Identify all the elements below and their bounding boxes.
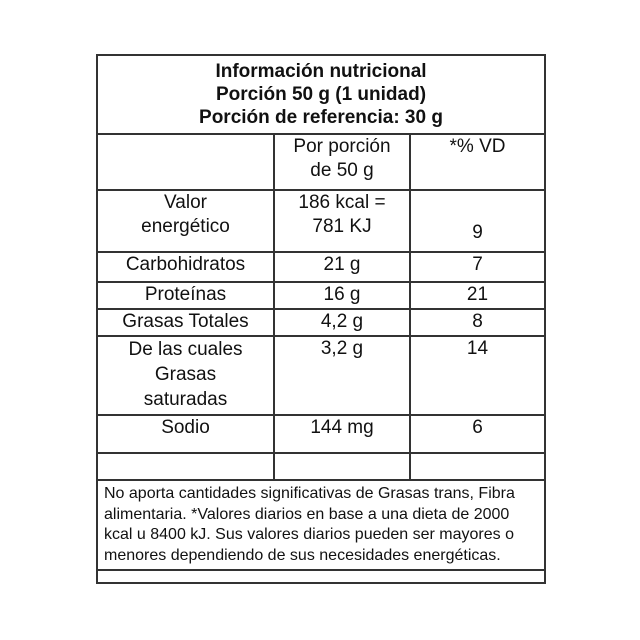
label-header: Información nutricional Porción 50 g (1 …	[98, 56, 544, 135]
empty-cell	[98, 452, 275, 481]
table-row: Valor energético 186 kcal = 781 KJ 9	[98, 189, 544, 253]
nutrient-dv: 14	[409, 335, 544, 416]
nutrient-dv: 21	[409, 281, 544, 310]
nutrient-name-line: saturadas	[143, 389, 228, 410]
nutrient-name: De las cuales Grasas saturadas	[98, 335, 275, 416]
nutrient-dv: 7	[409, 251, 544, 283]
nutrient-name-line: Grasas	[154, 364, 217, 385]
nutrition-table: Por porción de 50 g *% VD Valor energético…	[98, 135, 544, 571]
empty-cell	[409, 452, 544, 481]
nutrient-name-line: Valor	[164, 192, 207, 213]
empty-header-cell	[98, 135, 275, 191]
per-serving-header: Por porción de 50 g	[273, 135, 411, 191]
nutrient-name: Carbohidratos	[98, 251, 275, 283]
nutrient-amount: 144 mg	[273, 414, 411, 454]
nutrient-dv: 6	[409, 414, 544, 454]
nutrient-name: Proteínas	[98, 281, 275, 310]
nutrient-name-line: De las cuales	[128, 339, 243, 360]
table-row: Proteínas 16 g 21	[98, 281, 544, 310]
label-title: Información nutricional	[215, 61, 427, 82]
per-serving-header-line2: de 50 g	[310, 160, 374, 181]
nutrient-name-line: energético	[141, 216, 230, 237]
nutrient-dv: 9	[409, 189, 544, 253]
nutrient-amount: 186 kcal = 781 KJ	[273, 189, 411, 253]
empty-cell	[273, 452, 411, 481]
footnote: No aporta cantidades significativas de G…	[98, 479, 544, 571]
table-row: Carbohidratos 21 g 7	[98, 251, 544, 283]
serving-size: Porción 50 g (1 unidad)	[215, 84, 427, 105]
empty-row	[98, 452, 544, 481]
per-serving-header-line1: Por porción	[293, 136, 391, 157]
nutrient-name: Sodio	[98, 414, 275, 454]
table-row: Grasas Totales 4,2 g 8	[98, 308, 544, 337]
footer-row: No aporta cantidades significativas de G…	[98, 479, 544, 571]
table-row: De las cuales Grasas saturadas 3,2 g 14	[98, 335, 544, 416]
nutrient-amount: 16 g	[273, 281, 411, 310]
table-row: Sodio 144 mg 6	[98, 414, 544, 454]
dv-header: *% VD	[409, 135, 544, 191]
nutrient-amount-line: 186 kcal =	[298, 192, 386, 213]
nutrient-amount: 3,2 g	[273, 335, 411, 416]
column-header-row: Por porción de 50 g *% VD	[98, 135, 544, 191]
nutrient-dv: 8	[409, 308, 544, 337]
nutrient-amount-line: 781 KJ	[312, 216, 372, 237]
nutrient-amount: 21 g	[273, 251, 411, 283]
nutrient-name: Valor energético	[98, 189, 275, 253]
nutrient-name: Grasas Totales	[98, 308, 275, 337]
nutrition-facts-label: Información nutricional Porción 50 g (1 …	[96, 54, 546, 584]
reference-serving: Porción de referencia: 30 g	[199, 107, 443, 128]
nutrient-amount: 4,2 g	[273, 308, 411, 337]
